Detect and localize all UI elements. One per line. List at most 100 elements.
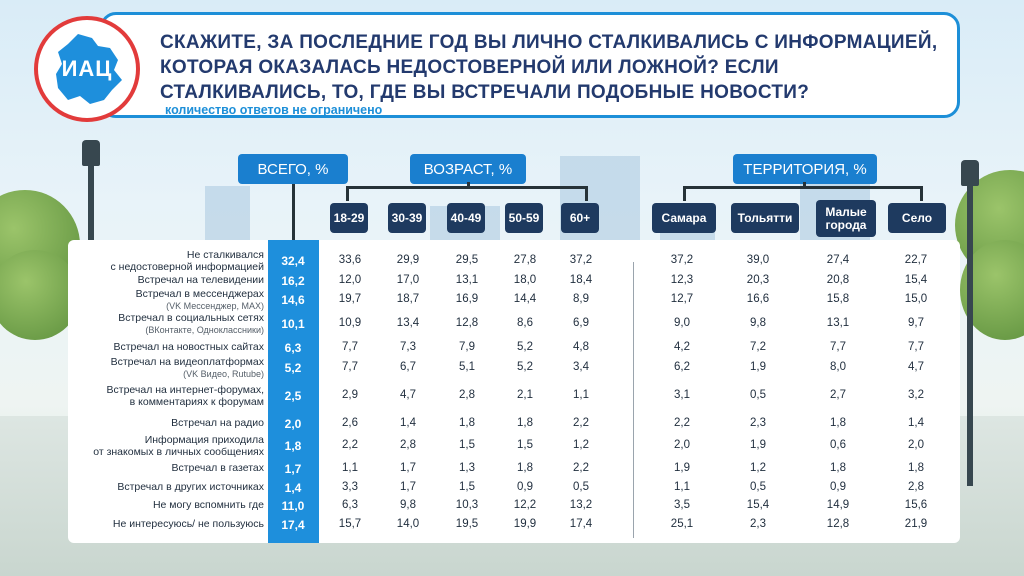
value-cell: 33,6 [338, 254, 362, 266]
total-value-cell: 17,4 [281, 518, 305, 532]
row-label-subtext: с недостоверной информацией [110, 260, 264, 273]
value-cell: 19,5 [455, 518, 479, 530]
value-cell: 9,7 [908, 317, 924, 329]
total-value-cell: 1,4 [284, 481, 302, 495]
value-cell: 18,7 [396, 293, 420, 305]
page-subtitle: количество ответов не ограничено [165, 103, 383, 117]
total-value-cell: 2,0 [284, 417, 302, 431]
value-cell: 7,2 [750, 341, 766, 353]
value-cell: 13,4 [396, 317, 420, 329]
total-value-cell: 16,2 [281, 274, 305, 288]
row-label-subtext: в комментариях к форумам [129, 395, 264, 408]
total-column [268, 240, 319, 543]
value-cell: 15,4 [904, 274, 928, 286]
column-header-50-59: 50-59 [505, 203, 543, 233]
value-cell: 15,4 [746, 499, 770, 511]
row-label-text: Встречал на телевидении [137, 274, 264, 286]
row-label: Встречал в газетах [70, 462, 264, 475]
value-cell: 0,6 [830, 439, 846, 451]
value-cell: 19,9 [513, 518, 537, 530]
lamp-post [967, 186, 973, 486]
total-value-cell: 1,8 [284, 439, 302, 453]
value-cell: 4,7 [400, 389, 416, 401]
value-cell: 12,7 [670, 293, 694, 305]
row-label-text: Встречал в других источниках [117, 481, 264, 493]
value-cell: 2,1 [517, 389, 533, 401]
row-label: Не интересуюсь/ не пользуюсь [70, 518, 264, 531]
row-label-text: Не интересуюсь/ не пользуюсь [112, 518, 264, 530]
value-cell: 1,1 [342, 462, 358, 474]
tree [0, 250, 80, 340]
column-header-60-plus: 60+ [561, 203, 599, 233]
value-cell: 1,2 [573, 439, 589, 451]
value-cell: 27,4 [826, 254, 850, 266]
row-label: Встречал на радио [70, 417, 264, 430]
row-label-text: Встречал на новостных сайтах [113, 341, 264, 353]
value-cell: 2,0 [674, 439, 690, 451]
value-cell: 8,9 [573, 293, 589, 305]
street-lamp-icon [961, 160, 979, 186]
value-cell: 0,5 [750, 389, 766, 401]
value-cell: 18,0 [513, 274, 537, 286]
row-label-text: Встречал на видеоплатформах [110, 356, 264, 368]
row-label-text: Встречал в социальных сетях [118, 312, 264, 324]
value-cell: 14,9 [826, 499, 850, 511]
value-cell: 27,8 [513, 254, 537, 266]
group-territory-label: ТЕРРИТОРИЯ, % [733, 154, 877, 184]
value-cell: 19,7 [338, 293, 362, 305]
row-label: Встречал на новостных сайтах [70, 341, 264, 354]
value-cell: 2,9 [342, 389, 358, 401]
value-cell: 2,2 [573, 417, 589, 429]
value-cell: 2,0 [908, 439, 924, 451]
value-cell: 15,6 [904, 499, 928, 511]
row-label-text: Встречал в мессенджерах [135, 288, 264, 300]
group-total-label: ВСЕГО, % [238, 154, 348, 184]
value-cell: 15,7 [338, 518, 362, 530]
value-cell: 2,8 [459, 389, 475, 401]
row-label: Встречал в социальных сетях (ВКонтакте, О… [70, 312, 264, 336]
value-cell: 0,9 [830, 481, 846, 493]
value-cell: 1,5 [517, 439, 533, 451]
value-cell: 12,3 [670, 274, 694, 286]
value-cell: 4,2 [674, 341, 690, 353]
column-header-samara: Самара [652, 203, 716, 233]
column-header-village: Село [888, 203, 946, 233]
value-cell: 1,8 [517, 417, 533, 429]
value-cell: 13,2 [569, 499, 593, 511]
value-cell: 3,5 [674, 499, 690, 511]
page-title: СКАЖИТЕ, ЗА ПОСЛЕДНИЕ ГОД ВЫ ЛИЧНО СТАЛК… [160, 32, 938, 103]
row-label-text: Встречал на интернет-форумах, [106, 384, 265, 396]
street-lamp-icon [82, 140, 100, 166]
column-header-togliatti: Тольятти [731, 203, 799, 233]
row-label-text: Встречал на радио [171, 417, 264, 429]
value-cell: 1,4 [400, 417, 416, 429]
value-cell: 2,7 [830, 389, 846, 401]
total-value-cell: 5,2 [284, 361, 302, 375]
value-cell: 2,8 [908, 481, 924, 493]
value-cell: 1,9 [750, 439, 766, 451]
group-age-label: ВОЗРАСТ, % [410, 154, 526, 184]
total-value-cell: 10,1 [281, 317, 305, 331]
value-cell: 9,8 [750, 317, 766, 329]
value-cell: 17,0 [396, 274, 420, 286]
total-value-cell: 11,0 [281, 499, 305, 513]
value-cell: 0,5 [573, 481, 589, 493]
value-cell: 2,3 [750, 518, 766, 530]
row-label: Встречал на телевидении [70, 274, 264, 287]
value-cell: 12,0 [338, 274, 362, 286]
value-cell: 37,2 [670, 254, 694, 266]
value-cell: 16,9 [455, 293, 479, 305]
value-cell: 5,2 [517, 361, 533, 373]
value-cell: 10,9 [338, 317, 362, 329]
row-label-text: Встречал в газетах [171, 462, 264, 474]
value-cell: 39,0 [746, 254, 770, 266]
value-cell: 0,5 [750, 481, 766, 493]
value-cell: 1,4 [908, 417, 924, 429]
value-cell: 2,2 [342, 439, 358, 451]
value-cell: 16,6 [746, 293, 770, 305]
row-label-subtext: (VK Видео, Rutube) [183, 368, 264, 379]
value-cell: 6,3 [342, 499, 358, 511]
value-cell: 9,0 [674, 317, 690, 329]
value-cell: 9,8 [400, 499, 416, 511]
column-header-18-29: 18-29 [330, 203, 368, 233]
